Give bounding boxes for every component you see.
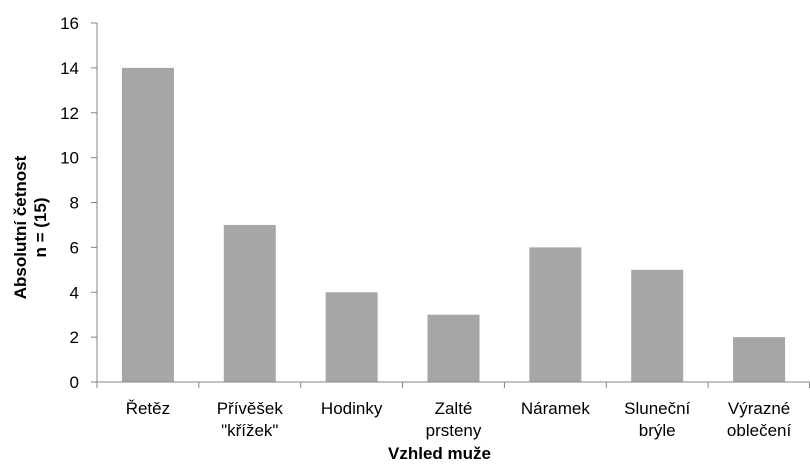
x-tick-label: Náramek bbox=[521, 399, 590, 418]
x-tick-label-line: Přívěšek bbox=[217, 399, 284, 418]
y-tick-label: 6 bbox=[70, 238, 79, 257]
y-axis-title: Absolutní četnost n = (15) bbox=[11, 155, 50, 299]
x-tick-label-line: brýle bbox=[639, 421, 676, 440]
x-tick-label: Řetěz bbox=[126, 399, 170, 418]
x-tick-label: Přívěšek "křížek" bbox=[217, 399, 284, 440]
x-tick-label: Výrazné oblečení bbox=[727, 399, 792, 440]
y-tick-label: 8 bbox=[70, 194, 79, 213]
x-axis bbox=[96, 381, 810, 388]
x-tick-label: Zalté prsteny bbox=[426, 399, 482, 440]
x-tick-label-line: Náramek bbox=[521, 399, 590, 418]
x-category-labels: Řetěz Přívěšek "křížek" Hodinky Zalté prsteny… bbox=[126, 399, 792, 440]
bar bbox=[733, 337, 786, 382]
y-axis-title-line: Absolutní četnost bbox=[11, 155, 30, 299]
bar bbox=[631, 269, 684, 382]
x-tick-label-line: oblečení bbox=[727, 421, 792, 440]
y-axis: 0 2 4 6 8 10 12 14 16 bbox=[60, 14, 98, 392]
y-tick-label: 10 bbox=[60, 149, 79, 168]
y-tick-label: 4 bbox=[70, 283, 79, 302]
bar bbox=[325, 292, 378, 382]
x-tick-label-line: "křížek" bbox=[221, 421, 278, 440]
y-axis-title-line: n = (15) bbox=[31, 198, 50, 258]
x-tick-label-line: prsteny bbox=[426, 421, 482, 440]
y-tick-label: 0 bbox=[70, 373, 79, 392]
y-tick-label: 16 bbox=[60, 14, 79, 33]
bar-series bbox=[121, 67, 786, 382]
x-tick-label: Hodinky bbox=[321, 399, 383, 418]
x-tick-label-line: Řetěz bbox=[126, 399, 170, 418]
x-axis-title: Vzhled muže bbox=[388, 444, 491, 463]
bar bbox=[223, 224, 276, 382]
y-tick-label: 12 bbox=[60, 104, 79, 123]
x-tick-label-line: Výrazné bbox=[728, 399, 790, 418]
bar bbox=[529, 247, 582, 382]
y-tick-label: 2 bbox=[70, 328, 79, 347]
x-tick-label: Sluneční brýle bbox=[624, 399, 690, 440]
x-tick-label-line: Sluneční bbox=[624, 399, 690, 418]
bar bbox=[121, 67, 174, 382]
y-tick-label: 14 bbox=[60, 59, 79, 78]
x-tick-label-line: Hodinky bbox=[321, 399, 383, 418]
x-tick-label-line: Zalté bbox=[435, 399, 473, 418]
bar bbox=[427, 314, 480, 382]
